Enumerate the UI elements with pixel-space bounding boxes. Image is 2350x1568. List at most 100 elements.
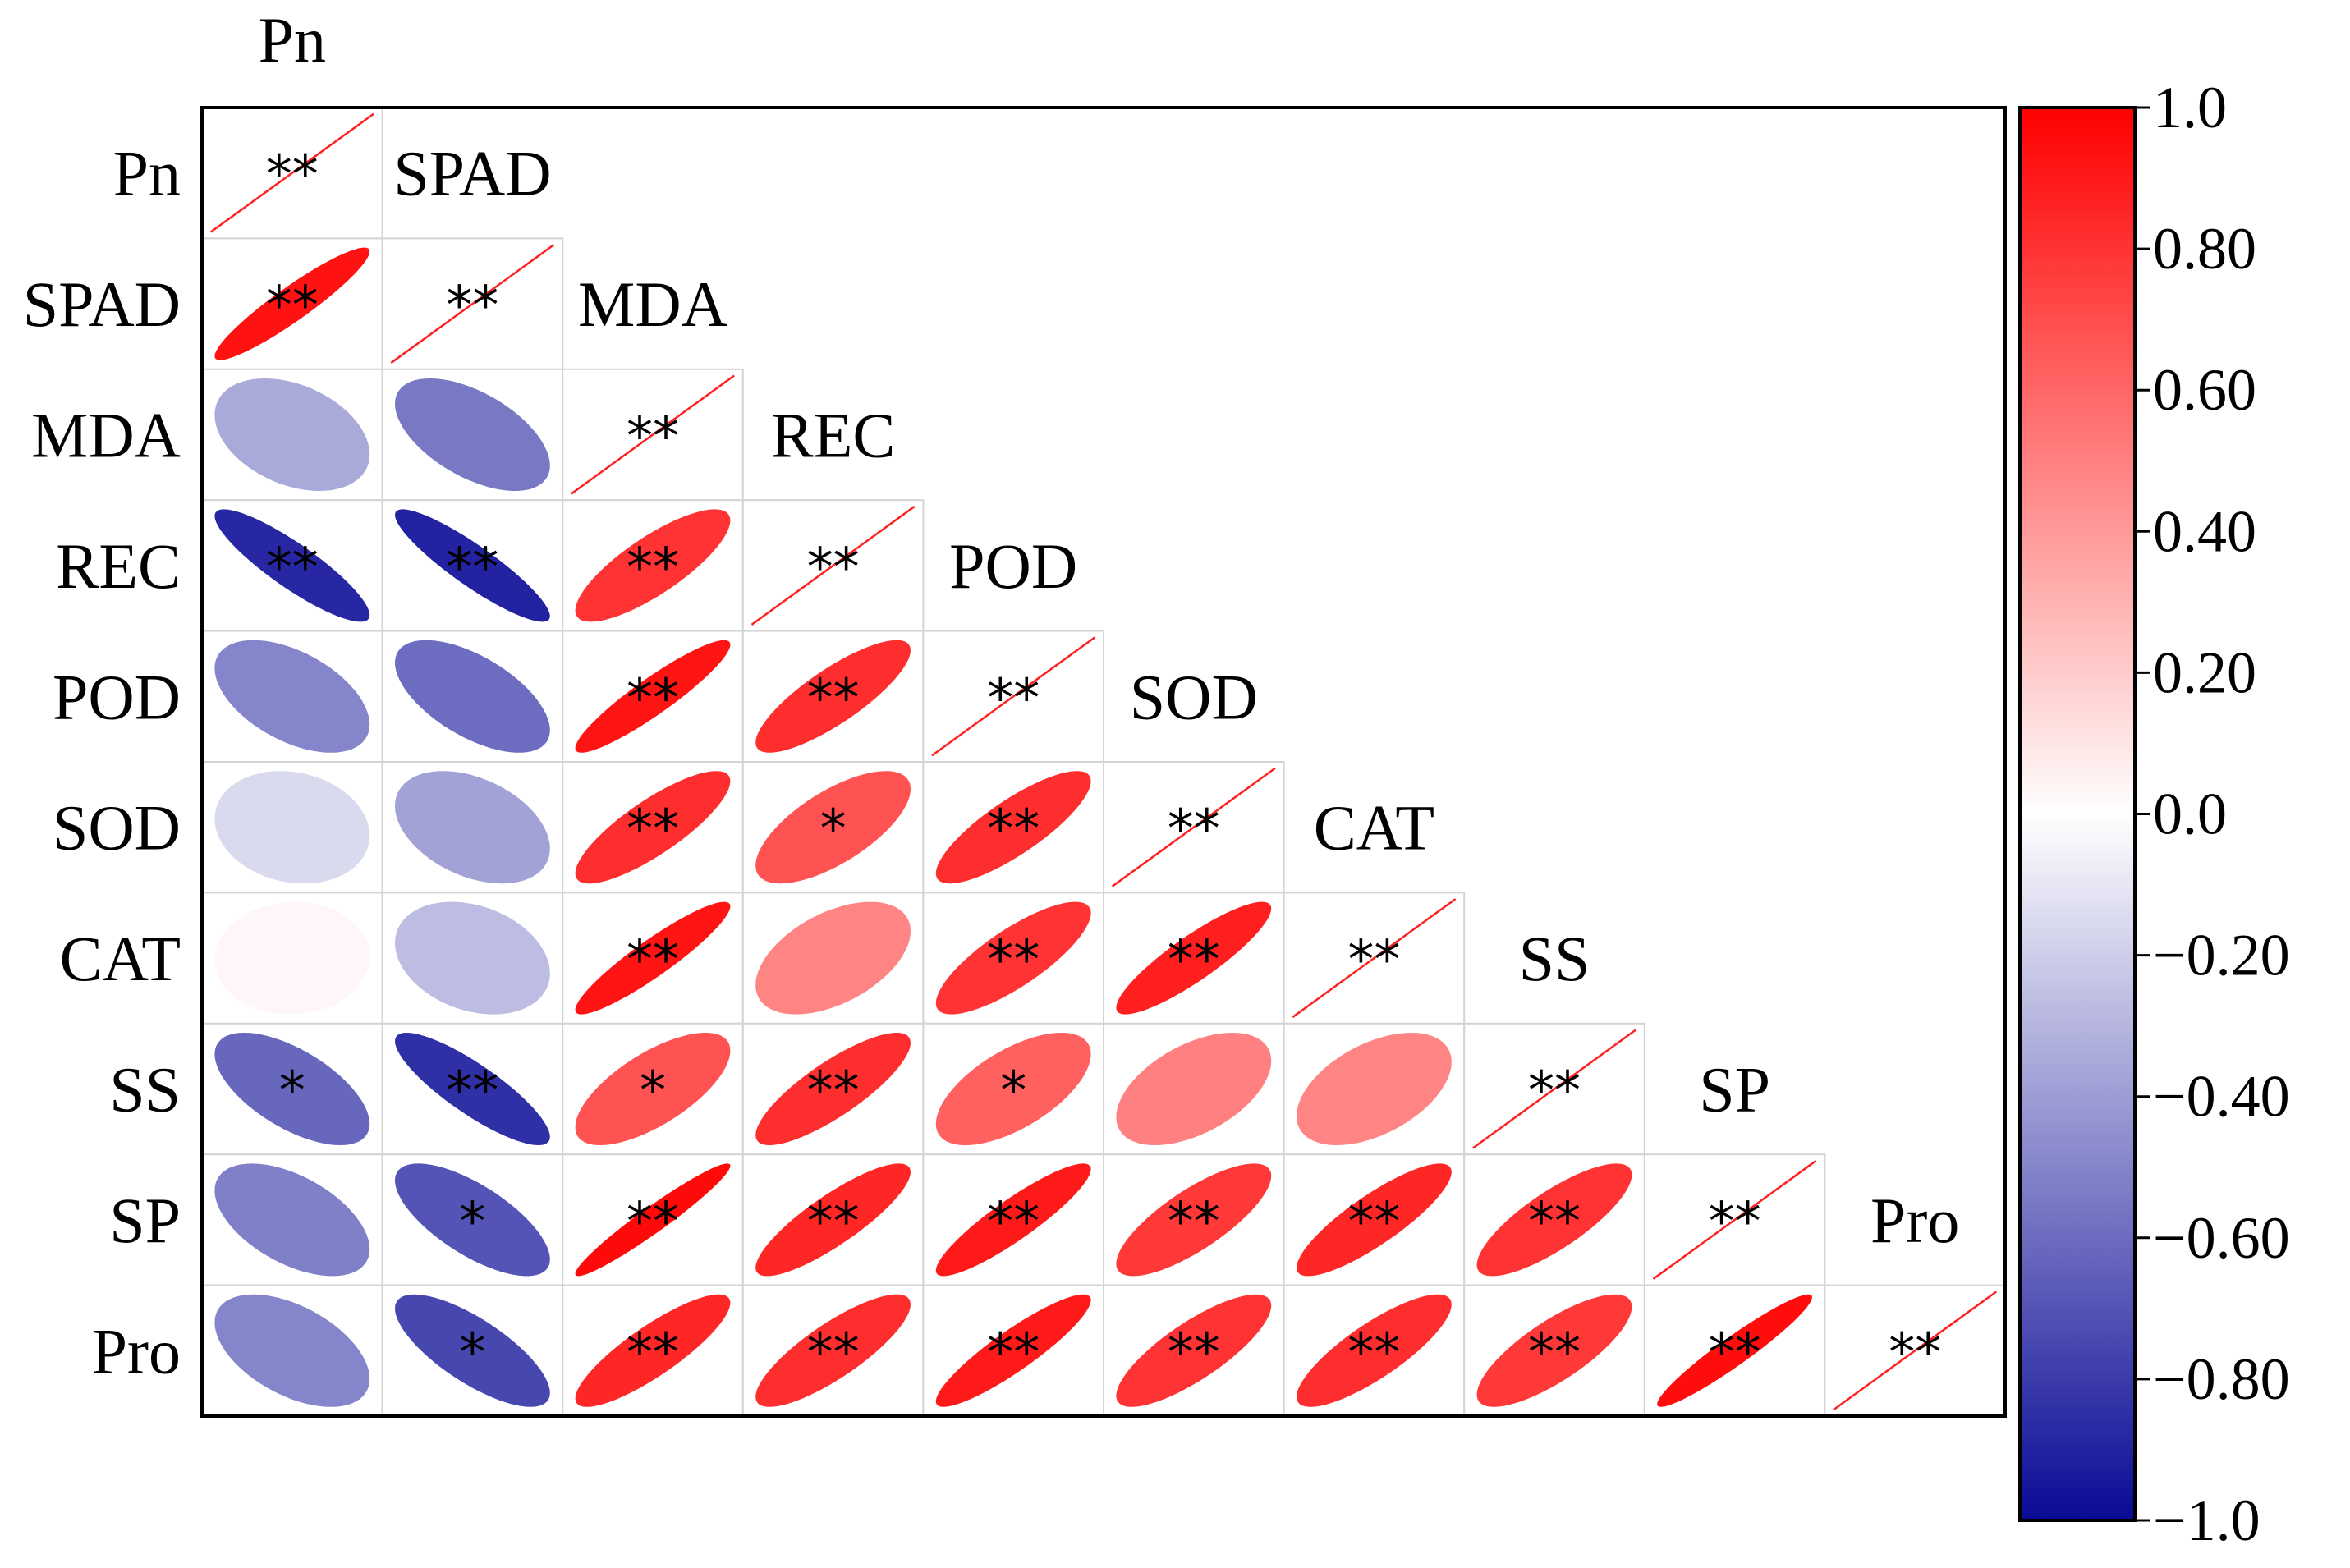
cell-SS-MDA: * [562,1022,744,1156]
cell-MDA-Pn [201,368,383,502]
correlation-ellipse [575,1163,731,1277]
significance-mark: ** [627,800,679,860]
correlation-ellipse [755,640,911,753]
correlation-ellipse [214,640,370,753]
column-label-POD: POD [949,530,1077,602]
column-label-SS: SS [1519,923,1590,994]
cell-SS-SPAD: ** [381,1022,564,1156]
colorbar-tick-label: 0.80 [2153,216,2256,282]
column-label-SPAD: SPAD [393,138,551,209]
cell-SOD-REC: * [741,761,925,894]
cell-Pro-SPAD: * [381,1284,564,1417]
cell-CAT-SOD: ** [1103,892,1285,1025]
row-label-Pn: Pn [113,138,181,209]
correlation-ellipse [395,378,550,491]
cell-REC-Pn: ** [201,499,383,632]
row-label-MDA: MDA [31,400,181,471]
diagonal-line [571,374,735,495]
correlation-ellipse [395,509,550,622]
significance-mark: ** [446,276,498,337]
cell-SOD-SPAD [381,761,564,894]
significance-mark: ** [1709,1323,1761,1383]
row-label-SS: SS [109,1054,181,1126]
cell-CAT-MDA: ** [562,892,744,1025]
correlation-ellipse [755,771,911,884]
correlation-ellipse [755,1163,911,1277]
correlation-ellipse [214,771,370,884]
correlation-ellipse [214,1033,370,1145]
diagonal-line [1472,1029,1636,1149]
correlation-ellipse [1297,1033,1452,1145]
correlation-ellipse [935,771,1091,884]
significance-mark: ** [1168,1323,1220,1383]
cell-SP-SP: ** [1643,1153,1826,1286]
correlation-ellipse [935,901,1091,1015]
row-label-SPAD: SPAD [23,268,181,340]
significance-mark: ** [807,1323,860,1383]
cell-Pro-SOD: ** [1103,1284,1285,1417]
correlation-ellipse [1116,1033,1272,1145]
cell-SP-SS: ** [1463,1153,1645,1286]
correlation-ellipse [214,901,370,1015]
row-label-SOD: SOD [53,792,181,864]
correlation-ellipse [755,1033,911,1145]
column-label-SP: SP [1699,1054,1770,1126]
significance-mark: ** [627,538,679,598]
correlation-ellipse [1297,1163,1452,1277]
cell-POD-MDA: ** [562,630,744,763]
cell-CAT-SPAD [381,892,564,1025]
correlation-ellipse [755,901,911,1015]
cell-Pro-REC: ** [741,1284,925,1417]
colorbar-tick-label: 0.40 [2153,498,2256,564]
cell-SP-MDA: ** [562,1153,744,1286]
significance-mark: ** [1347,1323,1400,1383]
cell-CAT-CAT: ** [1283,892,1466,1025]
column-label-Pn: Pn [259,4,326,76]
column-label-Pro: Pro [1870,1185,1959,1256]
correlation-ellipse [1657,1294,1812,1407]
correlation-ellipse [1476,1163,1632,1277]
column-label-CAT: CAT [1314,792,1434,864]
cell-SPAD-Pn: ** [201,237,383,370]
significance-mark: ** [1168,930,1220,991]
row-label-POD: POD [53,661,181,732]
significance-mark: ** [266,538,319,598]
significance-mark: ** [627,930,679,991]
correlation-ellipse [575,509,731,622]
cell-Pro-CAT: ** [1283,1284,1466,1417]
significance-mark: ** [807,1192,860,1253]
cell-SOD-MDA: ** [562,761,744,894]
cell-SOD-Pn [201,761,383,894]
colorbar-ticks: 1.0 0.80 0.60 0.40 0.20 0.0 −0.20 −0.40 −0.60 −0.… [2135,75,2290,1553]
significance-mark: ** [1528,1192,1581,1253]
row-label-SP: SP [109,1185,181,1256]
row-label-Pro: Pro [92,1315,181,1387]
cell-SP-REC: ** [741,1153,925,1286]
cell-POD-SPAD [381,630,564,763]
plot-frame [200,106,2007,1418]
colorbar-tick-label: 0.60 [2153,357,2256,423]
correlation-ellipse [214,378,370,491]
colorbar-tick-label: 0.0 [2153,782,2227,847]
cell-CAT-REC [741,892,925,1025]
cell-Pro-MDA: ** [562,1284,744,1417]
cell-MDA-SPAD [381,368,564,502]
diagonal-line [1833,1291,1998,1411]
significance-mark: * [640,1061,666,1122]
significance-mark: ** [627,1323,679,1383]
correlation-ellipse [1116,901,1272,1015]
cell-Pro-SP: ** [1643,1284,1826,1417]
cell-CAT-Pn [201,892,383,1025]
cell-POD-POD: ** [922,630,1105,763]
significance-mark: ** [1168,1192,1220,1253]
correlation-ellipse [214,509,370,622]
significance-mark: * [459,1192,485,1253]
significance-mark: * [1000,1061,1026,1122]
row-label-REC: REC [56,530,181,602]
cell-SS-CAT [1283,1022,1466,1156]
correlation-ellipse [395,901,550,1015]
correlation-ellipse [575,1033,731,1145]
correlation-ellipse [575,1294,731,1407]
correlation-ellipse [935,1033,1091,1145]
colorbar-tick-label: 0.20 [2153,640,2256,705]
